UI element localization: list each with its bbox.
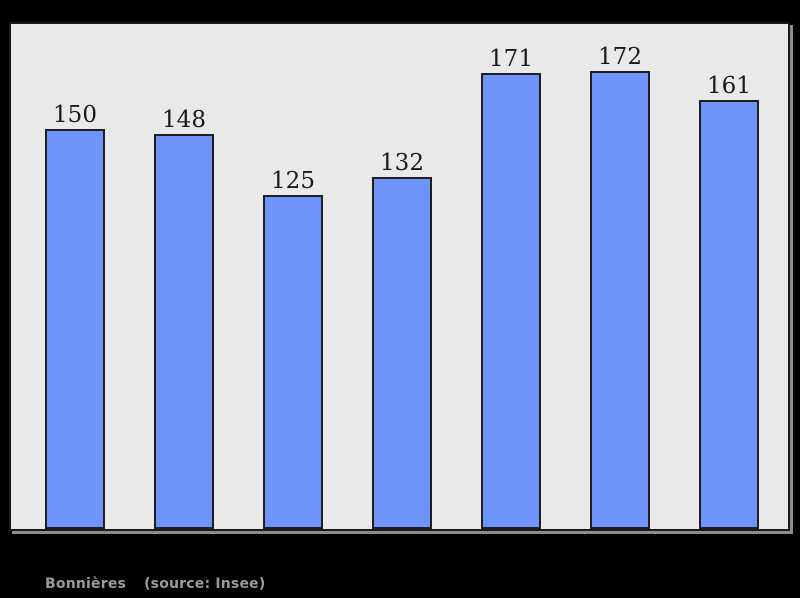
caption-place-name: Bonnières: [45, 575, 127, 592]
caption-source: (source: Insee): [144, 575, 266, 592]
bar-group[interactable]: 148: [154, 24, 214, 529]
bar-group[interactable]: 161: [699, 24, 759, 529]
bar-value-label: 172: [598, 44, 642, 70]
bar-value-label: 125: [271, 168, 315, 194]
bar-group[interactable]: 172: [590, 24, 650, 529]
caption: Bonnières (source: Insee): [0, 569, 800, 598]
bar-rect[interactable]: [263, 195, 323, 529]
bar-group[interactable]: 171: [481, 24, 541, 529]
bar-value-label: 148: [162, 107, 206, 133]
bar-group[interactable]: 125: [263, 24, 323, 529]
bar-value-label: 132: [380, 150, 424, 176]
bar-group[interactable]: 150: [45, 24, 105, 529]
bar-rect[interactable]: [590, 71, 650, 529]
bar-rect[interactable]: [699, 100, 759, 529]
bar-value-label: 161: [707, 73, 751, 99]
bar-rect[interactable]: [154, 134, 214, 529]
bar-rect[interactable]: [45, 129, 105, 529]
bar-value-label: 150: [53, 102, 97, 128]
bar-value-label: 171: [489, 46, 533, 72]
bar-group[interactable]: 132: [372, 24, 432, 529]
plot-area: 150 148 125 132 171 172: [9, 22, 790, 531]
bar-rect[interactable]: [372, 177, 432, 529]
bars-layer: 150 148 125 132 171 172: [11, 24, 788, 529]
bar-rect[interactable]: [481, 73, 541, 529]
